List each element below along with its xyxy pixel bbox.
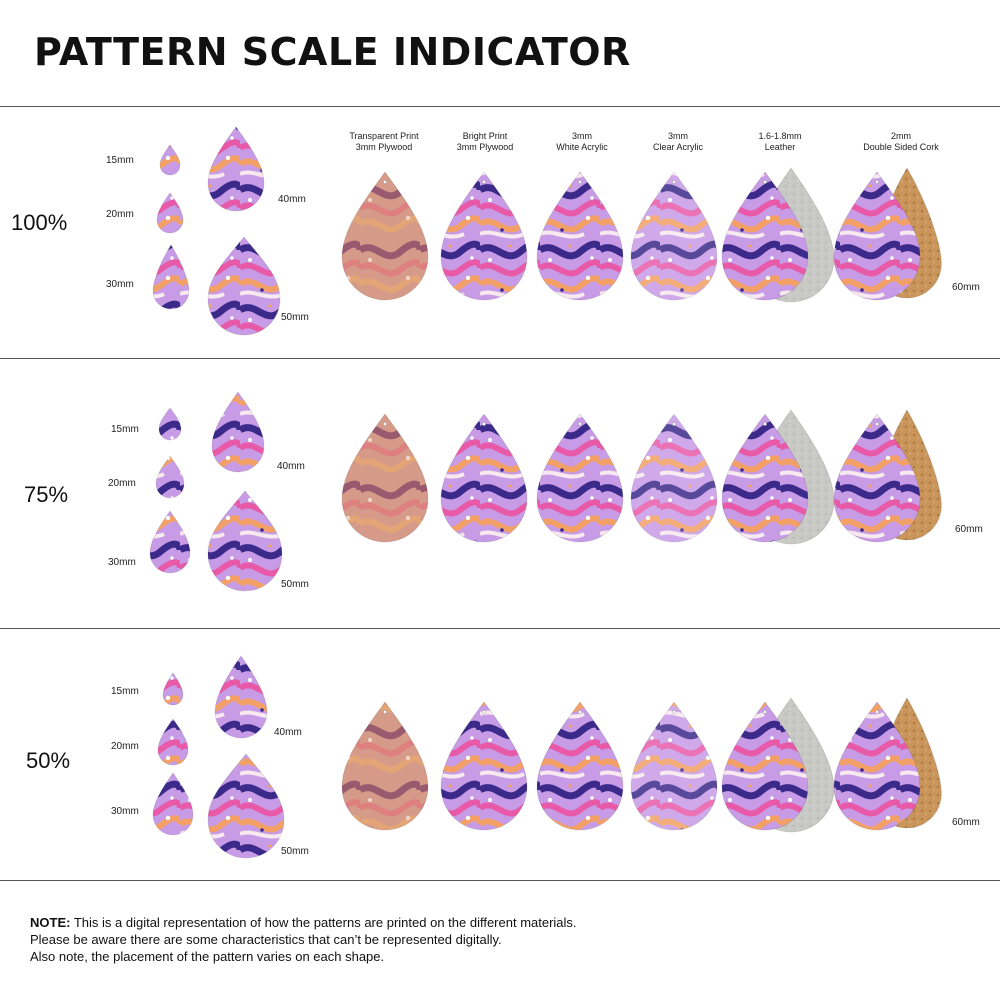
size-label: 50mm bbox=[281, 579, 309, 590]
size-label: 40mm bbox=[274, 727, 302, 738]
hanging-hole bbox=[482, 180, 486, 184]
size-label: 20mm bbox=[111, 741, 139, 752]
divider bbox=[0, 106, 1000, 107]
material-sample bbox=[630, 413, 718, 543]
material-sample bbox=[721, 701, 809, 831]
pattern-sample-small bbox=[157, 718, 189, 766]
divider bbox=[0, 880, 1000, 881]
divider bbox=[0, 358, 1000, 359]
material-label: 3mm White Acrylic bbox=[556, 131, 608, 152]
hanging-hole bbox=[383, 180, 387, 184]
hanging-hole bbox=[482, 422, 486, 426]
pattern-sample-small bbox=[155, 455, 185, 499]
pattern-sample-small bbox=[162, 672, 184, 706]
hanging-hole bbox=[672, 710, 676, 714]
scale-label-100: 100% bbox=[11, 210, 68, 235]
hanging-hole bbox=[578, 180, 582, 184]
size-label: 50mm bbox=[281, 846, 309, 857]
hanging-hole bbox=[875, 710, 879, 714]
hanging-hole bbox=[763, 710, 767, 714]
size-label: 20mm bbox=[108, 478, 136, 489]
material-sample bbox=[440, 171, 528, 301]
material-sample bbox=[536, 701, 624, 831]
size-label: 20mm bbox=[106, 209, 134, 220]
pattern-sample-small bbox=[149, 510, 191, 574]
size-label: 40mm bbox=[278, 194, 306, 205]
pattern-sample-small bbox=[207, 236, 281, 336]
scale-label-75: 75% bbox=[24, 482, 69, 507]
material-label: Transparent Print 3mm Plywood bbox=[349, 131, 419, 152]
pattern-sample-small bbox=[207, 753, 285, 859]
size-label: 60mm bbox=[955, 524, 983, 535]
note-line: Please be aware there are some character… bbox=[30, 932, 502, 947]
size-label: 60mm bbox=[952, 282, 980, 293]
size-label: 40mm bbox=[277, 461, 305, 472]
hanging-hole bbox=[875, 180, 879, 184]
scale-label-50: 50% bbox=[26, 748, 71, 773]
material-sample bbox=[833, 701, 921, 831]
divider bbox=[0, 628, 1000, 629]
material-sample bbox=[630, 701, 718, 831]
pattern-sample-small bbox=[156, 192, 184, 234]
note-block: NOTE: This is a digital representation o… bbox=[30, 914, 577, 965]
size-label: 30mm bbox=[111, 806, 139, 817]
material-sample bbox=[833, 413, 921, 543]
hanging-hole bbox=[578, 710, 582, 714]
hanging-hole bbox=[672, 180, 676, 184]
material-label: 1.6-1.8mm Leather bbox=[758, 131, 802, 152]
hanging-hole bbox=[875, 422, 879, 426]
pattern-sample-small bbox=[214, 655, 268, 739]
hanging-hole bbox=[383, 710, 387, 714]
note-label: NOTE: bbox=[30, 915, 71, 930]
material-label: 2mm Double Sided Cork bbox=[863, 131, 939, 152]
material-sample bbox=[536, 413, 624, 543]
hanging-hole bbox=[763, 422, 767, 426]
cork-backing bbox=[872, 409, 942, 541]
pattern-sample-small bbox=[158, 407, 182, 441]
material-label: Bright Print 3mm Plywood bbox=[456, 131, 514, 152]
material-sample bbox=[440, 413, 528, 543]
pattern-sample-small bbox=[207, 126, 265, 212]
size-label: 60mm bbox=[952, 817, 980, 828]
page-title: PATTERN SCALE INDICATOR bbox=[34, 30, 631, 74]
size-label: 15mm bbox=[111, 424, 139, 435]
material-sample bbox=[341, 701, 429, 831]
material-sample bbox=[721, 171, 809, 301]
size-label: 30mm bbox=[106, 279, 134, 290]
note-line: Also note, the placement of the pattern … bbox=[30, 949, 385, 964]
hanging-hole bbox=[763, 180, 767, 184]
material-sample bbox=[536, 171, 624, 301]
hanging-hole bbox=[672, 422, 676, 426]
cork-backing bbox=[872, 167, 942, 299]
hanging-hole bbox=[578, 422, 582, 426]
material-sample bbox=[440, 701, 528, 831]
material-sample bbox=[341, 413, 429, 543]
cork-backing bbox=[872, 697, 942, 829]
pattern-sample-small bbox=[152, 772, 194, 836]
pattern-sample-small bbox=[211, 391, 265, 473]
material-label: 3mm Clear Acrylic bbox=[652, 131, 703, 152]
hanging-hole bbox=[482, 710, 486, 714]
size-label: 15mm bbox=[106, 155, 134, 166]
hanging-hole bbox=[383, 422, 387, 426]
note-line: This is a digital representation of how … bbox=[70, 915, 577, 930]
size-label: 30mm bbox=[108, 557, 136, 568]
leather-backing bbox=[747, 409, 835, 545]
size-label: 50mm bbox=[281, 312, 309, 323]
material-sample bbox=[630, 171, 718, 301]
material-sample bbox=[833, 171, 921, 301]
material-sample bbox=[721, 413, 809, 543]
pattern-sample-small bbox=[159, 144, 181, 176]
size-label: 15mm bbox=[111, 686, 139, 697]
pattern-sample-small bbox=[152, 244, 190, 310]
leather-backing bbox=[747, 167, 835, 303]
pattern-sample-small bbox=[207, 490, 283, 592]
leather-backing bbox=[747, 697, 835, 833]
material-sample bbox=[341, 171, 429, 301]
